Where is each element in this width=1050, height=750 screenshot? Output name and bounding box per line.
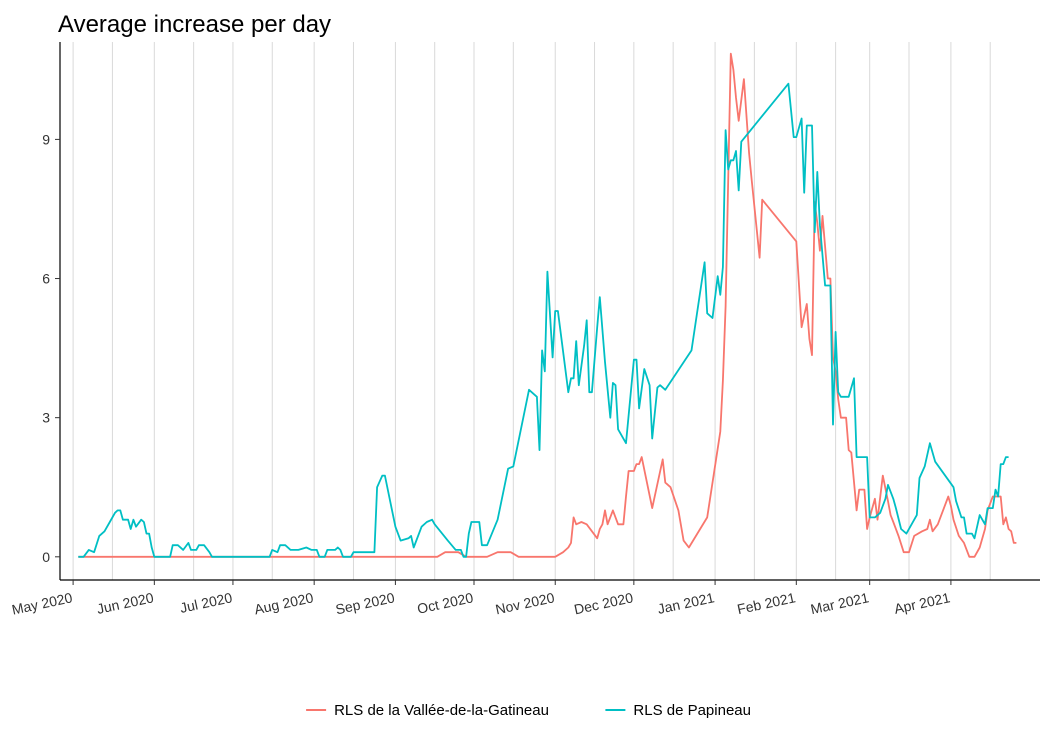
y-tick-label: 9 (42, 131, 50, 147)
x-tick-label: Apr 2021 (893, 589, 952, 617)
series-line-1 (78, 52, 1017, 558)
x-tick-label: Dec 2020 (573, 589, 635, 617)
x-tick-label: Jan 2021 (656, 589, 716, 617)
x-tick-label: Oct 2020 (416, 589, 475, 617)
y-tick-label: 3 (42, 410, 50, 426)
x-tick-label: May 2020 (10, 589, 74, 617)
y-tick-label: 0 (42, 549, 50, 565)
x-tick-label: Jun 2020 (95, 589, 155, 617)
x-tick-label: Sep 2020 (334, 589, 396, 617)
series-lines (78, 52, 1017, 558)
vertical-gridlines (72, 42, 991, 580)
x-tick-label: Nov 2020 (494, 589, 556, 617)
chart-title: Average increase per day (58, 11, 331, 38)
series-line-2 (78, 82, 1009, 558)
x-tick-label: Jul 2020 (178, 589, 233, 616)
x-tick-label: Feb 2021 (736, 589, 797, 617)
x-tick-label: Mar 2021 (809, 589, 870, 617)
legend-label-1: RLS de la Vallée-de-la-Gatineau (334, 702, 549, 719)
y-tick-label: 6 (42, 271, 50, 287)
axes: 0 3 6 9 May 2020 Jun 2020 Jul 2020 Aug 2020 Sep … (10, 42, 1040, 618)
legend-label-2: RLS de Papineau (633, 702, 751, 719)
x-tick-label: Aug 2020 (253, 589, 315, 617)
legend: RLS de la Vallée-de-la-Gatineau RLS de Pa… (306, 702, 751, 719)
